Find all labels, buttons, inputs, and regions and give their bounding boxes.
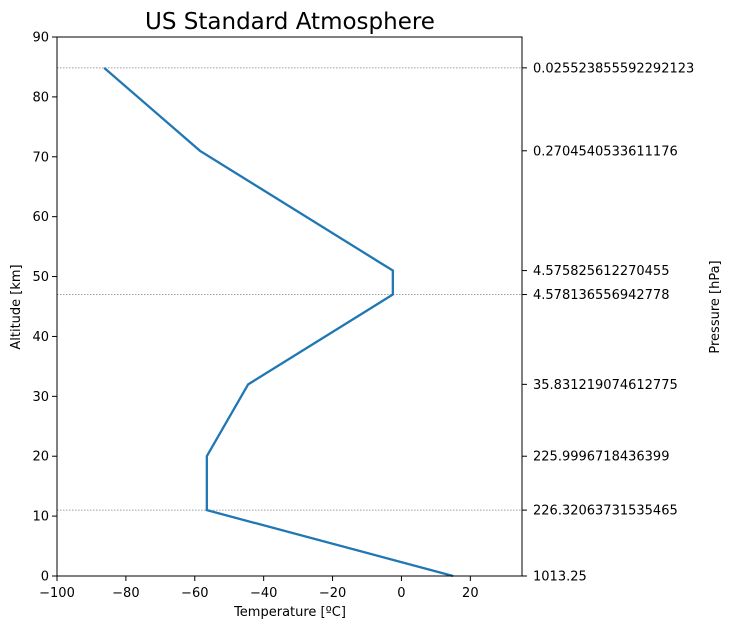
pressure-tick-label: 4.575825612270455 — [533, 264, 669, 279]
y-tick-label: 30 — [32, 390, 49, 405]
x-tick-label: −100 — [39, 586, 75, 601]
pressure-tick-label: 226.32063731535465 — [533, 504, 678, 519]
pressure-tick-label: 4.578136556942778 — [533, 288, 669, 303]
y-tick-label: 80 — [32, 90, 49, 105]
reference-lines — [57, 67, 522, 511]
pressure-axis-label: Pressure [hPa] — [708, 260, 723, 353]
x-tick-label: −20 — [319, 586, 346, 601]
y-tick-label: 60 — [32, 210, 49, 225]
pressure-tick-label: 225.9996718436399 — [533, 450, 669, 465]
plot-frame — [56, 36, 523, 577]
x-tick-label: −40 — [250, 586, 277, 601]
y-tick-label: 40 — [32, 330, 49, 345]
y-tick-label: 70 — [32, 150, 49, 165]
x-axis-ticks: −100 −80 −60 −40 −20 0 20 — [39, 576, 479, 601]
chart-title: US Standard Atmosphere — [145, 9, 435, 35]
x-tick-label: 20 — [462, 586, 479, 601]
x-tick-label: −80 — [112, 586, 139, 601]
y-tick-label: 90 — [32, 31, 49, 46]
pressure-axis-ticks: 1013.25 226.32063731535465 225.99967184363… — [522, 61, 694, 585]
y-tick-label: 20 — [32, 450, 49, 465]
y-axis-label: Altitude [km] — [9, 264, 24, 349]
pressure-tick-label: 0.025523855592292123 — [533, 61, 694, 76]
x-tick-label: 0 — [397, 586, 405, 601]
pressure-tick-label: 0.2704540533611176 — [533, 144, 678, 159]
y-tick-label: 10 — [32, 510, 49, 525]
x-tick-label: −60 — [181, 586, 208, 601]
y-tick-label: 0 — [41, 570, 49, 585]
pressure-tick-label: 35.831219074612775 — [533, 378, 678, 393]
x-axis-label: Temperature [ºC] — [233, 605, 346, 620]
temperature-profile-line — [103, 66, 454, 578]
y-axis-ticks: 0 10 20 30 40 50 60 70 80 90 — [32, 31, 57, 585]
y-tick-label: 50 — [32, 270, 49, 285]
series-layer — [103, 66, 454, 578]
pressure-tick-label: 1013.25 — [533, 570, 587, 585]
